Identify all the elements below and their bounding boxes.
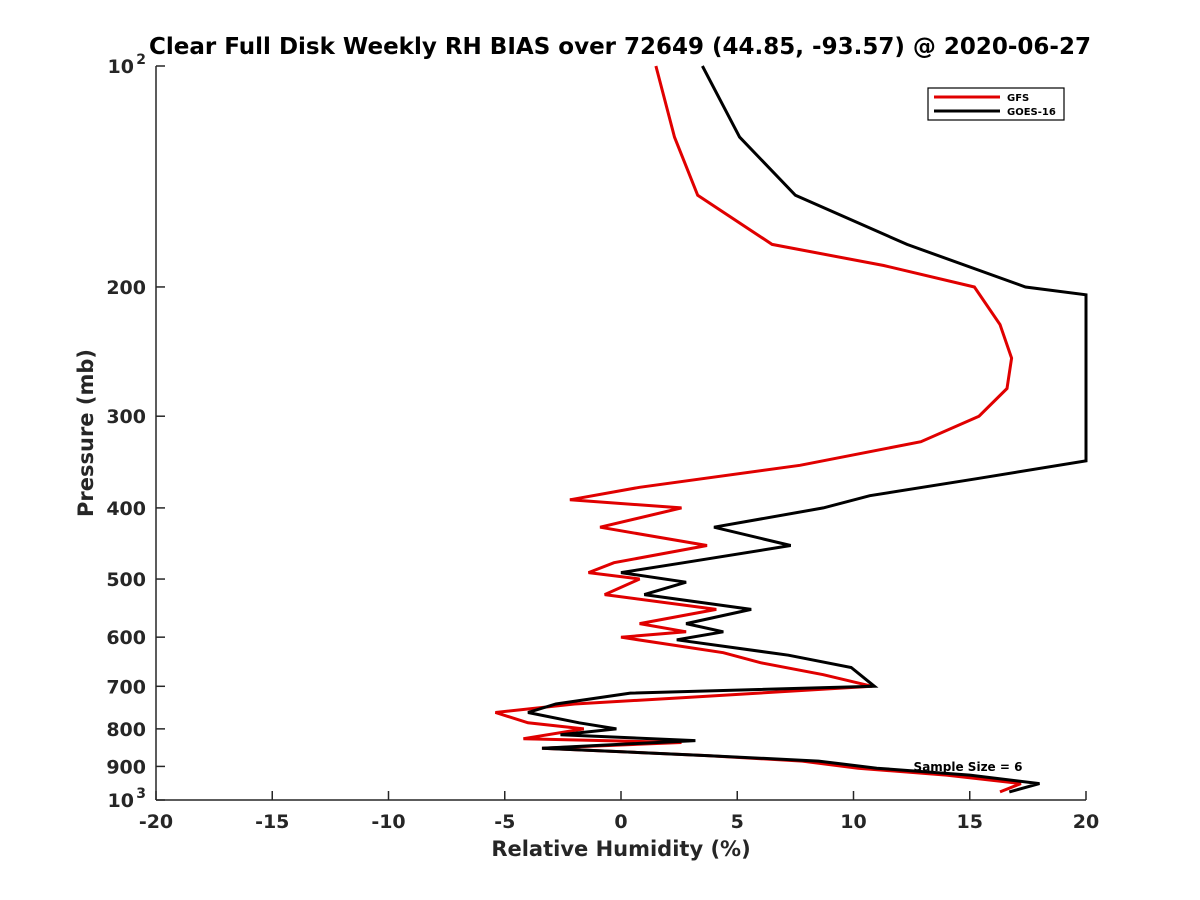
y-tick-label: 10: [108, 56, 134, 78]
y-tick-label: 200: [106, 277, 146, 299]
chart-title: Clear Full Disk Weekly RH BIAS over 7264…: [149, 34, 1091, 60]
y-axis-label: Pressure (mb): [74, 349, 98, 517]
x-tick-label: 20: [1073, 811, 1099, 833]
y-tick-label-exponent: 3: [136, 786, 146, 802]
x-tick-label: -20: [139, 811, 173, 833]
x-tick-label: 10: [840, 811, 866, 833]
y-tick-label: 10: [108, 790, 134, 812]
series-layer: [494, 65, 1088, 794]
sample-size-annotation: Sample Size = 6: [914, 760, 1023, 774]
x-ticks: -20 -15 -10 -5 0 5 10 15 20: [139, 791, 1099, 833]
x-axis-label: Relative Humidity (%): [491, 837, 750, 861]
x-tick-label: -5: [494, 811, 515, 833]
y-tick-label: 700: [106, 676, 146, 698]
x-tick-label: 0: [614, 811, 627, 833]
plot-area: -20 -15 -10 -5 0 5 10 15 20 10 220030040050060070…: [106, 52, 1099, 833]
x-tick-label: -10: [371, 811, 405, 833]
y-tick-label: 600: [106, 627, 146, 649]
plot-background: [156, 66, 1086, 800]
y-tick-label: 500: [106, 569, 146, 591]
legend-label-gfs: GFS: [1007, 93, 1029, 104]
y-tick-label-exponent: 2: [136, 52, 146, 68]
legend-box: [927, 87, 1065, 121]
series-line-goes16: [527, 65, 1088, 794]
x-tick-label: 5: [731, 811, 744, 833]
y-tick-label: 400: [106, 498, 146, 520]
x-tick-label: -15: [255, 811, 289, 833]
legend: GFS GOES-16: [927, 87, 1065, 121]
legend-label-goes16: GOES-16: [1007, 107, 1056, 118]
y-tick-label: 900: [106, 756, 146, 778]
y-tick-label: 300: [106, 406, 146, 428]
y-tick-label: 800: [106, 719, 146, 741]
x-tick-label: 15: [957, 811, 983, 833]
